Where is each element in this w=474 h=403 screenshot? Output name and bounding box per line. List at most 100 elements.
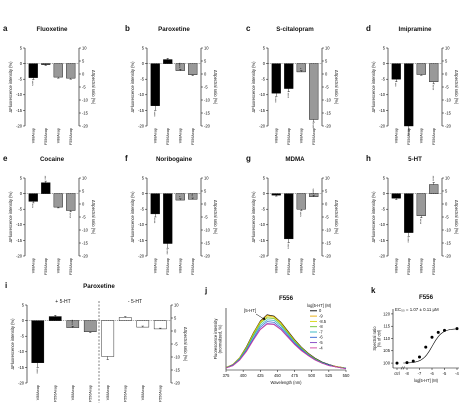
- left-tick-label: 5: [20, 45, 23, 50]
- significance-stars: ***: [44, 175, 48, 180]
- left-axis-label: ΔFluorescence intensity (%): [8, 191, 13, 243]
- significance-stars: *: [178, 195, 182, 197]
- right-tick-label: 0: [82, 71, 85, 76]
- bar-panel-h: h 5-HT 5 0 -5 -10 -15 -20 10 5 0 -5 -10 -15 -20 ΔFluore…: [366, 154, 459, 275]
- significance-stars: **: [191, 193, 195, 196]
- right-tick-label: 0: [325, 201, 328, 206]
- left-tick-label: -10: [259, 222, 266, 227]
- bar: [296, 193, 306, 210]
- category-label: V88Anap: [32, 128, 36, 143]
- left-tick-label: 5: [383, 45, 386, 50]
- x-axis-label: Wavelength (nm): [270, 380, 302, 385]
- y-axis-label: Fluorescence intensity: [213, 318, 218, 360]
- panel-title: Imipramine: [398, 26, 432, 33]
- significance-stars: ****: [312, 122, 316, 128]
- x-tick-label: -5: [443, 371, 447, 376]
- significance-stars: ****: [166, 249, 170, 255]
- panel-title: Cocaine: [40, 156, 65, 163]
- right-axis-label: ΔSpectral ratio (%): [454, 200, 459, 235]
- bar: [48, 316, 62, 321]
- arrow-annotation: [5-HT]: [244, 308, 256, 313]
- significance-stars: ****: [432, 84, 436, 90]
- right-tick-label: -5: [445, 84, 449, 89]
- panel-title: 5-HT: [408, 156, 422, 163]
- category-label: F556Anap: [44, 258, 48, 275]
- category-label: F556Anap: [69, 258, 73, 275]
- right-tick-label: -20: [82, 253, 89, 258]
- significance-stars: ****: [153, 217, 157, 223]
- x-tick-label: 425: [257, 373, 265, 378]
- category-label: V88Anap: [71, 385, 75, 400]
- left-tick-label: -15: [379, 238, 386, 243]
- data-point: [418, 355, 421, 359]
- bar: [66, 193, 76, 211]
- left-tick-label: -20: [379, 253, 386, 258]
- bar: [150, 193, 160, 215]
- bar-panel-a: a Fluoxetine 5 0 -5 -10 -15 -20 10 5 0 -5 -10 -15 -20 Δ…: [3, 24, 96, 145]
- x-tick-label: 525: [325, 373, 333, 378]
- left-tick-label: 0: [383, 191, 386, 196]
- right-tick-label: -5: [445, 214, 449, 219]
- left-tick-label: -5: [140, 207, 144, 212]
- significance-stars: ****: [153, 111, 157, 117]
- left-tick-label: -15: [259, 108, 266, 113]
- significance-stars: ****: [287, 243, 291, 249]
- bar: [391, 193, 401, 199]
- right-tick-label: -20: [325, 253, 332, 258]
- right-tick-label: -10: [325, 97, 332, 102]
- right-tick-label: -20: [204, 253, 211, 258]
- line-panel-j: j F556 375 400 425 450 475 500 525 550 Wavelength …: [204, 286, 350, 385]
- right-tick-label: 10: [204, 45, 209, 50]
- left-tick-label: 5: [22, 302, 25, 307]
- right-tick-label: 0: [445, 71, 448, 76]
- right-tick-label: 0: [445, 201, 448, 206]
- bar-panel-c: c S-citalopram 5 0 -5 -10 -15 -20 10 5 0 -5 -10 -15 -2…: [246, 24, 339, 145]
- panel-letter: b: [125, 24, 130, 33]
- panel-letter: d: [366, 24, 371, 33]
- bar-panel-i: i Paroxetine 5 0 -5 -10 -15 -20 10 5 0 -5 -10 -15 -20 Δ…: [5, 281, 188, 403]
- right-tick-label: 10: [325, 45, 330, 50]
- category-label: V88Anap: [275, 258, 279, 273]
- right-tick-label: -10: [445, 97, 452, 102]
- right-tick-label: 10: [445, 45, 450, 50]
- significance-stars: ****: [432, 175, 436, 181]
- y-axis-label: (% of ctrl): [377, 329, 382, 347]
- left-axis-label: ΔFluorescence intensity (%): [130, 61, 135, 113]
- category-label: F556Anap: [432, 258, 436, 275]
- category-label: V88Anap: [395, 258, 399, 273]
- right-tick-label: -10: [82, 227, 89, 232]
- bar-panel-g: g MDMA 5 0 -5 -10 -15 -20 10 5 0 -5 -10 -15 -20 ΔFluore…: [246, 154, 339, 275]
- significance-stars: ****: [407, 237, 411, 243]
- bar: [163, 193, 173, 244]
- right-tick-label: -5: [325, 214, 329, 219]
- right-axis-label: ΔSpectral ratio (%): [334, 200, 339, 235]
- right-axis-label: ΔSpectral ratio (%): [213, 200, 218, 235]
- left-tick-label: 0: [383, 61, 386, 66]
- significance-stars: ****: [178, 62, 182, 68]
- legend-entry: 0: [319, 308, 322, 313]
- right-tick-label: -20: [445, 253, 452, 258]
- bar: [53, 193, 63, 208]
- bar: [284, 63, 294, 89]
- right-tick-label: -20: [325, 123, 332, 128]
- category-label: V88Anap: [141, 385, 145, 400]
- x-tick-label: 450: [274, 373, 282, 378]
- left-tick-label: -20: [16, 253, 23, 258]
- x-tick-label: 550: [343, 373, 351, 378]
- right-tick-label: -10: [204, 227, 211, 232]
- left-tick-label: -10: [138, 222, 145, 227]
- right-tick-label: 10: [445, 175, 450, 180]
- bar: [271, 193, 281, 196]
- right-tick-label: -15: [204, 110, 211, 115]
- significance-stars: ****: [274, 97, 278, 103]
- panel-title: MDMA: [285, 156, 305, 163]
- bar-panel-b: b Paroxetine 5 0 -5 -10 -15 -20 10 5 0 -5 -10 -15 -20 Δ…: [125, 24, 218, 145]
- right-tick-label: -20: [174, 380, 181, 385]
- category-label: V88Anap: [179, 258, 183, 273]
- left-tick-label: -15: [16, 108, 23, 113]
- y-axis-label: Spectral ratio: [372, 326, 377, 351]
- right-tick-label: 0: [204, 201, 207, 206]
- right-tick-label: -10: [445, 227, 452, 232]
- left-axis-label: ΔFluorescence intensity (%): [251, 191, 256, 243]
